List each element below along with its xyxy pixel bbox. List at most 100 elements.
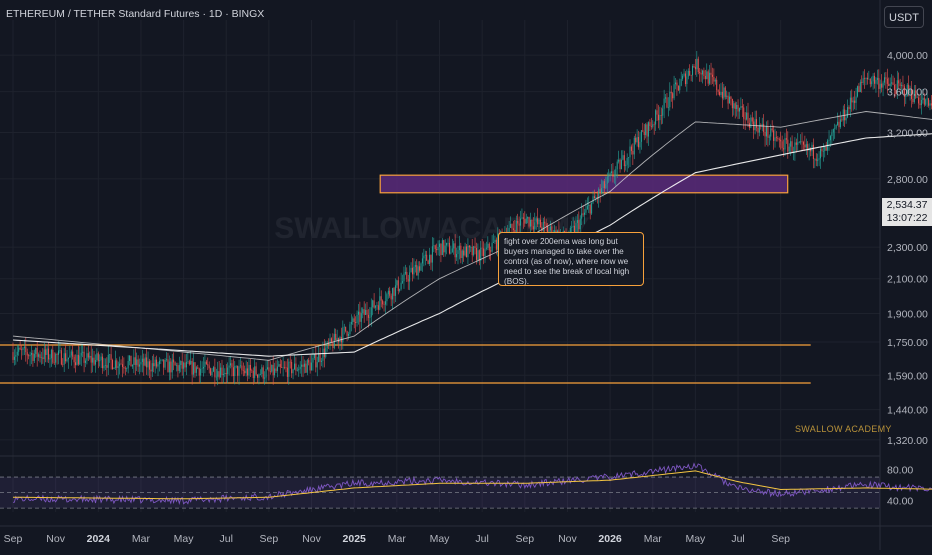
candle-body-579 [835, 124, 837, 129]
candle-body-238 [350, 321, 352, 325]
candle-body-29 [53, 362, 55, 364]
candle-body-275 [403, 273, 405, 282]
candle-body-523 [756, 119, 758, 128]
candle-body-88 [137, 359, 139, 367]
candle-body-480 [694, 66, 696, 70]
candle-body-296 [433, 245, 435, 247]
candle-body-56 [92, 357, 94, 363]
candle-body-407 [591, 202, 593, 214]
candle-body-489 [707, 71, 709, 84]
candle-body-624 [899, 83, 901, 87]
candle-body-577 [832, 128, 834, 133]
candle-body-435 [630, 146, 632, 151]
time-axis[interactable]: Sep Nov 2024 Mar May Jul Sep Nov 2025 Mar May Jul Se… [4, 533, 791, 545]
time-tick-label-2: 2024 [87, 533, 111, 545]
candle-body-247 [363, 309, 365, 315]
candle-body-236 [348, 333, 350, 336]
candle-body-406 [589, 204, 591, 214]
candle-body-404 [586, 206, 588, 210]
candle-body-540 [780, 139, 782, 142]
candle-body-121 [184, 362, 186, 368]
candle-body-562 [811, 144, 813, 152]
candle-body-490 [709, 72, 711, 84]
candle-body-556 [802, 142, 804, 145]
candle-body-427 [619, 159, 621, 170]
candle-body-210 [311, 362, 313, 371]
last-price-value: 2,534.37 [886, 199, 928, 211]
candle-body-208 [308, 360, 310, 363]
candle-body-77 [121, 364, 123, 367]
candle-body-243 [357, 311, 359, 315]
candle-body-34 [60, 350, 62, 365]
candle-body-11 [28, 355, 30, 357]
time-tick-label-10: May [430, 533, 451, 545]
candle-body-25 [48, 348, 50, 360]
candle-body-640 [922, 97, 924, 100]
candle-body-474 [686, 76, 688, 85]
resistance-zone [379, 174, 789, 194]
candle-body-105 [161, 359, 163, 361]
annotation-callout[interactable]: fight over 200ema was long but buyers ma… [498, 232, 644, 286]
candle-body-298 [436, 249, 438, 251]
candle-body-152 [228, 365, 230, 368]
candle-body-470 [680, 79, 682, 86]
candle-body-289 [423, 255, 425, 259]
currency-button[interactable]: USDT [884, 6, 924, 28]
candle-body-266 [390, 295, 392, 300]
candle-body-502 [726, 95, 728, 97]
candle-body-455 [659, 115, 661, 121]
candle-body-101 [156, 359, 158, 367]
price-tick-label-2: 3,200.00 [887, 128, 928, 140]
candle-body-264 [387, 290, 389, 295]
candles [12, 51, 932, 387]
candle-body-17 [36, 347, 38, 357]
candle-body-147 [221, 367, 223, 376]
candle-body-371 [539, 219, 541, 228]
candle-body-138 [208, 365, 210, 369]
candle-body-467 [676, 82, 678, 86]
candle-body-28 [52, 349, 54, 363]
candle-body-35 [62, 364, 64, 366]
candle-body-149 [224, 372, 226, 374]
candle-body-421 [611, 171, 613, 174]
candle-body-554 [800, 141, 802, 143]
candle-body-631 [909, 88, 911, 94]
candle-body-180 [268, 367, 270, 372]
candle-body-439 [636, 137, 638, 143]
candle-body-374 [544, 221, 546, 224]
candle-body-602 [868, 78, 870, 80]
candle-body-401 [582, 213, 584, 215]
candle-body-244 [359, 311, 361, 322]
candle-body-363 [528, 217, 530, 227]
candle-body-47 [79, 355, 81, 365]
candle-body-497 [719, 91, 721, 95]
candle-body-532 [768, 136, 770, 138]
candle-body-604 [871, 81, 873, 85]
candle-body-301 [440, 243, 442, 256]
candle-body-335 [488, 243, 490, 251]
candle-body-425 [616, 161, 618, 170]
candle-body-137 [207, 364, 209, 366]
candle-body-542 [783, 148, 785, 150]
candle-body-578 [834, 128, 836, 129]
candle-body-0 [12, 352, 14, 360]
candle-body-242 [356, 314, 358, 323]
candle-body-625 [901, 85, 903, 87]
candle-body-292 [427, 260, 429, 264]
price-tick-label-0: 4,000.00 [887, 50, 928, 62]
candle-body-237 [349, 324, 351, 334]
price-axis[interactable]: 4,000.00 3,600.00 3,200.00 2,800.00 2,300.00… [887, 50, 928, 507]
candle-body-59 [96, 353, 98, 361]
candle-body-135 [204, 361, 206, 367]
time-tick-label-0: Sep [4, 533, 23, 545]
candle-body-599 [864, 78, 866, 79]
candle-body-507 [733, 103, 735, 109]
candle-body-183 [272, 364, 274, 376]
ema-fast [12, 111, 932, 361]
candle-body-70 [112, 359, 114, 370]
candle-body-161 [241, 365, 243, 371]
candle-body-178 [265, 368, 267, 378]
